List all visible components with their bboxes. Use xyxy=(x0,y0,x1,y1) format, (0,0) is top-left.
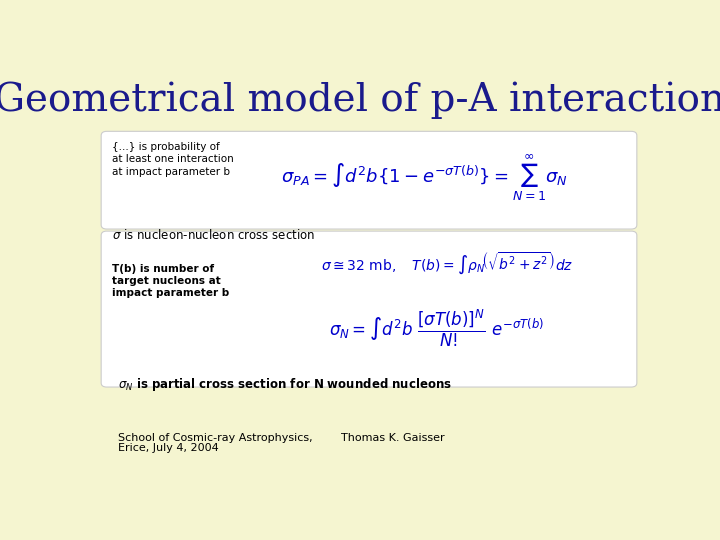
Text: at impact parameter b: at impact parameter b xyxy=(112,167,230,177)
Text: T(b) is number of: T(b) is number of xyxy=(112,265,215,274)
Text: School of Cosmic-ray Astrophysics,: School of Cosmic-ray Astrophysics, xyxy=(118,433,312,443)
FancyBboxPatch shape xyxy=(101,131,637,229)
Text: $\sigma_{PA} = \int d^2b \left\{1 - e^{-\sigma T(b)}\right\} = \sum_{N=1}^{\inft: $\sigma_{PA} = \int d^2b \left\{1 - e^{-… xyxy=(282,153,568,204)
Text: Erice, July 4, 2004: Erice, July 4, 2004 xyxy=(118,443,219,453)
Text: $\sigma \cong 32\ \mathrm{mb}, \quad T(b) = \int \rho_N\!\left(\sqrt{b^2+z^2}\ri: $\sigma \cong 32\ \mathrm{mb}, \quad T(b… xyxy=(321,251,573,276)
Text: impact parameter b: impact parameter b xyxy=(112,288,230,298)
Text: {...} is probability of: {...} is probability of xyxy=(112,141,220,152)
Text: $\sigma_N$ is partial cross section for N wounded nucleons: $\sigma_N$ is partial cross section for … xyxy=(118,376,452,393)
Text: Thomas K. Gaisser: Thomas K. Gaisser xyxy=(341,433,445,443)
FancyBboxPatch shape xyxy=(101,231,637,387)
Text: $\sigma_N = \int d^2b\ \dfrac{\left[\sigma T(b)\right]^N}{N!}\ e^{-\sigma T(b)}$: $\sigma_N = \int d^2b\ \dfrac{\left[\sig… xyxy=(328,308,544,349)
Text: $\sigma$ is nucleon-nucleon cross section: $\sigma$ is nucleon-nucleon cross sectio… xyxy=(112,228,315,242)
Text: target nucleons at: target nucleons at xyxy=(112,276,221,286)
Text: at least one interaction: at least one interaction xyxy=(112,154,234,164)
Text: Geometrical model of p-A interactions: Geometrical model of p-A interactions xyxy=(0,82,720,119)
